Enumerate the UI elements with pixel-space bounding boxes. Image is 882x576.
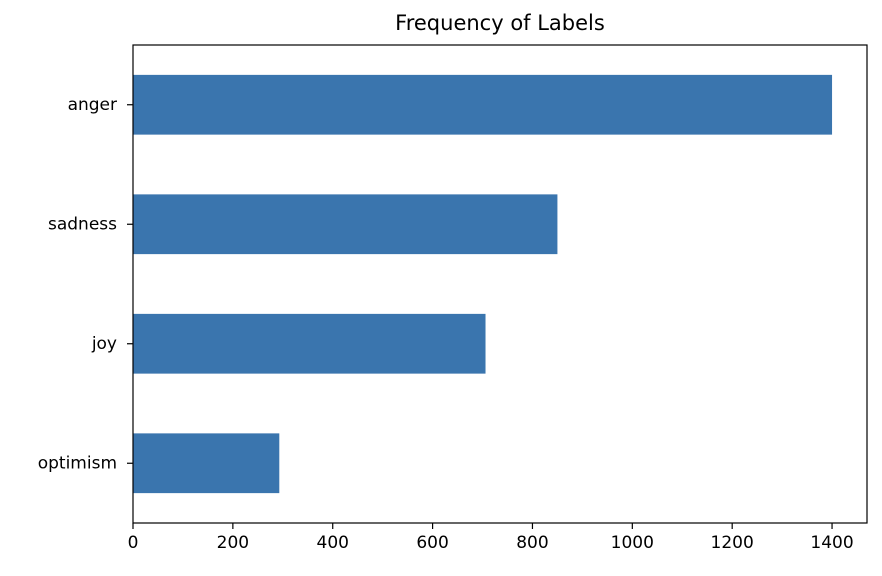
y-tick-label: joy [91,334,117,354]
x-tick-label: 0 [128,533,139,553]
x-tick-label: 1400 [810,533,853,553]
chart-title: Frequency of Labels [395,11,605,35]
bar [133,194,558,255]
y-tick-label: anger [68,95,117,115]
y-tick-label: optimism [38,453,117,473]
bar [133,74,833,135]
x-tick-label: 800 [516,533,548,553]
x-tick-label: 1200 [711,533,754,553]
bar [133,313,486,374]
x-tick-label: 400 [317,533,349,553]
plot-frame [132,44,868,524]
y-tick-label: sadness [48,214,117,234]
bar [133,433,280,494]
x-tick-label: 600 [416,533,448,553]
x-tick-label: 200 [217,533,249,553]
x-tick-label: 1000 [611,533,654,553]
